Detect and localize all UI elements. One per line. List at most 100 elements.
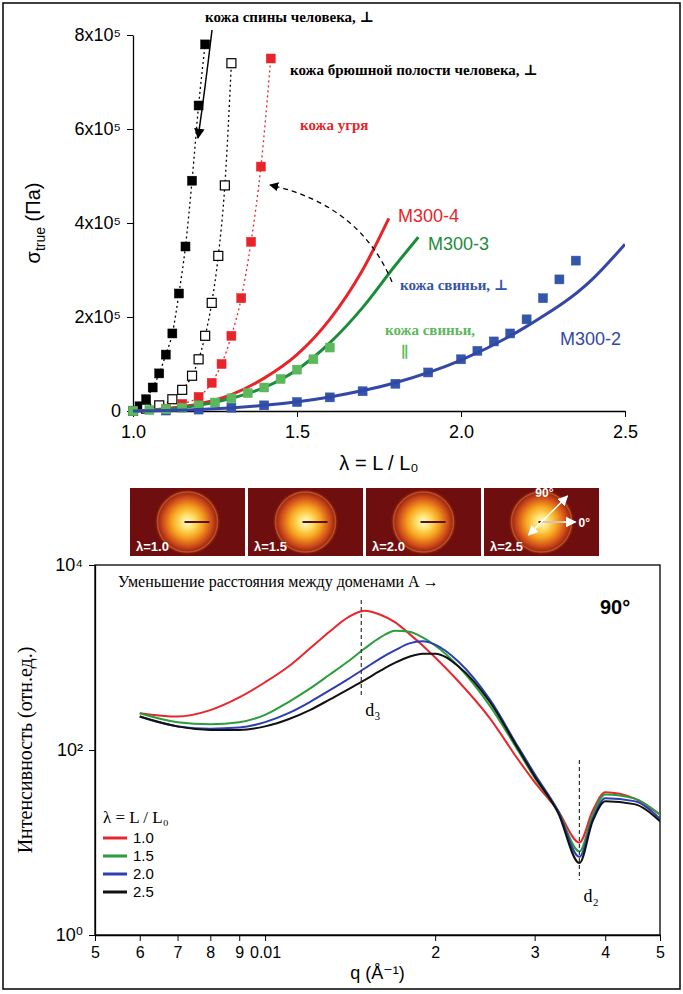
legend-title: λ = L / L₀ [103, 808, 169, 827]
series-label: кожа угря [300, 117, 368, 133]
arrow [198, 30, 212, 138]
tick-mark [127, 223, 133, 224]
tick-mark [95, 935, 96, 941]
series-line [133, 63, 231, 411]
marker [217, 360, 226, 369]
marker [539, 294, 548, 303]
tick-mark [89, 750, 95, 751]
series-line [133, 218, 389, 411]
series-label: кожа свиньи,∥ [385, 322, 475, 360]
x-axis-title: q (Å⁻¹) [350, 963, 405, 983]
series-line [133, 44, 205, 411]
legend: λ = L / L₀1.01.52.02.5 [103, 808, 169, 900]
pattern-background [248, 488, 363, 556]
x-axis: 567890.012345 [91, 935, 665, 961]
tick: 2.5 [613, 411, 638, 442]
series-label: M300-2 [560, 329, 621, 349]
tick-label: 7 [174, 944, 183, 961]
axis-line [95, 566, 96, 936]
tick-label: 6x10⁵ [75, 119, 122, 139]
annotation: 90° [600, 596, 630, 618]
series-line [140, 631, 660, 852]
series-label: кожа брюшной полости человека, ⊥ [290, 62, 538, 78]
tick: 10² [57, 740, 95, 760]
tick: 6x10⁵ [75, 119, 134, 139]
tick-label: 2.5 [613, 422, 638, 442]
tick: 0.01 [250, 935, 281, 961]
tick-label: 0 [111, 401, 121, 421]
tick-mark [178, 935, 179, 941]
marker [522, 315, 531, 324]
marker [214, 251, 223, 260]
marker [194, 392, 203, 401]
axis-line [96, 935, 661, 936]
series-label: M300-3 [428, 234, 489, 254]
tick: 2 [431, 935, 440, 961]
marker [207, 378, 216, 387]
tick-label: 5 [91, 944, 100, 961]
pattern-background [130, 488, 245, 556]
marker [201, 40, 210, 49]
reference-label: d₃ [365, 700, 380, 720]
tick: 4 [601, 935, 610, 961]
marker [194, 355, 203, 364]
pattern-label: λ=2.0 [372, 539, 405, 554]
tick-label: 2x10⁵ [75, 307, 122, 327]
marker [188, 371, 197, 380]
axis-line [134, 411, 626, 412]
y-axis: 02x10⁵4x10⁵6x10⁵8x10⁵ [75, 25, 134, 421]
marker [227, 59, 236, 68]
legend-swatch [103, 873, 127, 876]
tick-mark [89, 565, 95, 566]
tick-mark [535, 935, 536, 941]
tick-label: 4x10⁵ [75, 213, 122, 233]
tick-label: 3 [531, 944, 540, 961]
marker [207, 298, 216, 307]
legend-label: 2.5 [133, 883, 154, 900]
series-line [140, 611, 660, 843]
marker [293, 365, 302, 374]
marker [276, 375, 285, 384]
tick-label: 10² [57, 740, 83, 760]
plot-area [140, 611, 660, 863]
arrow [270, 185, 392, 282]
plot-area [129, 40, 626, 416]
marker [266, 54, 275, 63]
saxs-pattern: λ=1.5 [248, 488, 363, 556]
tick-label: 10⁰ [56, 925, 83, 945]
tick: 4x10⁵ [75, 213, 134, 233]
tick: 10⁴ [55, 555, 95, 575]
direction-label: 0° [579, 516, 591, 530]
annotation: Уменьшение расстояния между доменами A → [118, 573, 439, 591]
direction-arrow [529, 496, 568, 535]
marker [155, 369, 164, 378]
marker [161, 350, 170, 359]
tick-label: 4 [601, 944, 610, 961]
beam-stop [185, 521, 210, 523]
marker [178, 385, 187, 394]
marker [201, 331, 210, 340]
marker [555, 275, 564, 284]
tick: 7 [174, 935, 183, 961]
tick-label: 8 [206, 944, 215, 961]
tick-label: 2.0 [449, 422, 474, 442]
tick: 2.0 [449, 411, 474, 442]
tick-label: 10⁴ [55, 555, 83, 575]
reference-label: d₂ [583, 886, 598, 906]
tick: 3 [531, 935, 540, 961]
reference-line [579, 760, 580, 880]
marker [148, 383, 157, 392]
series-line [140, 641, 660, 857]
tick-mark [127, 35, 133, 36]
tick: 1.5 [285, 411, 310, 442]
pattern-background [366, 488, 481, 556]
series-line [133, 237, 418, 411]
marker [256, 162, 265, 171]
pattern-label: λ=2.5 [490, 539, 523, 554]
y-axis-title: σtrue (Па) [22, 183, 48, 264]
tick-mark [239, 935, 240, 941]
plot-frame [95, 565, 660, 935]
marker [227, 394, 236, 403]
x-axis-title: λ = L / L₀ [339, 452, 418, 474]
tick-label: 1.0 [121, 422, 146, 442]
